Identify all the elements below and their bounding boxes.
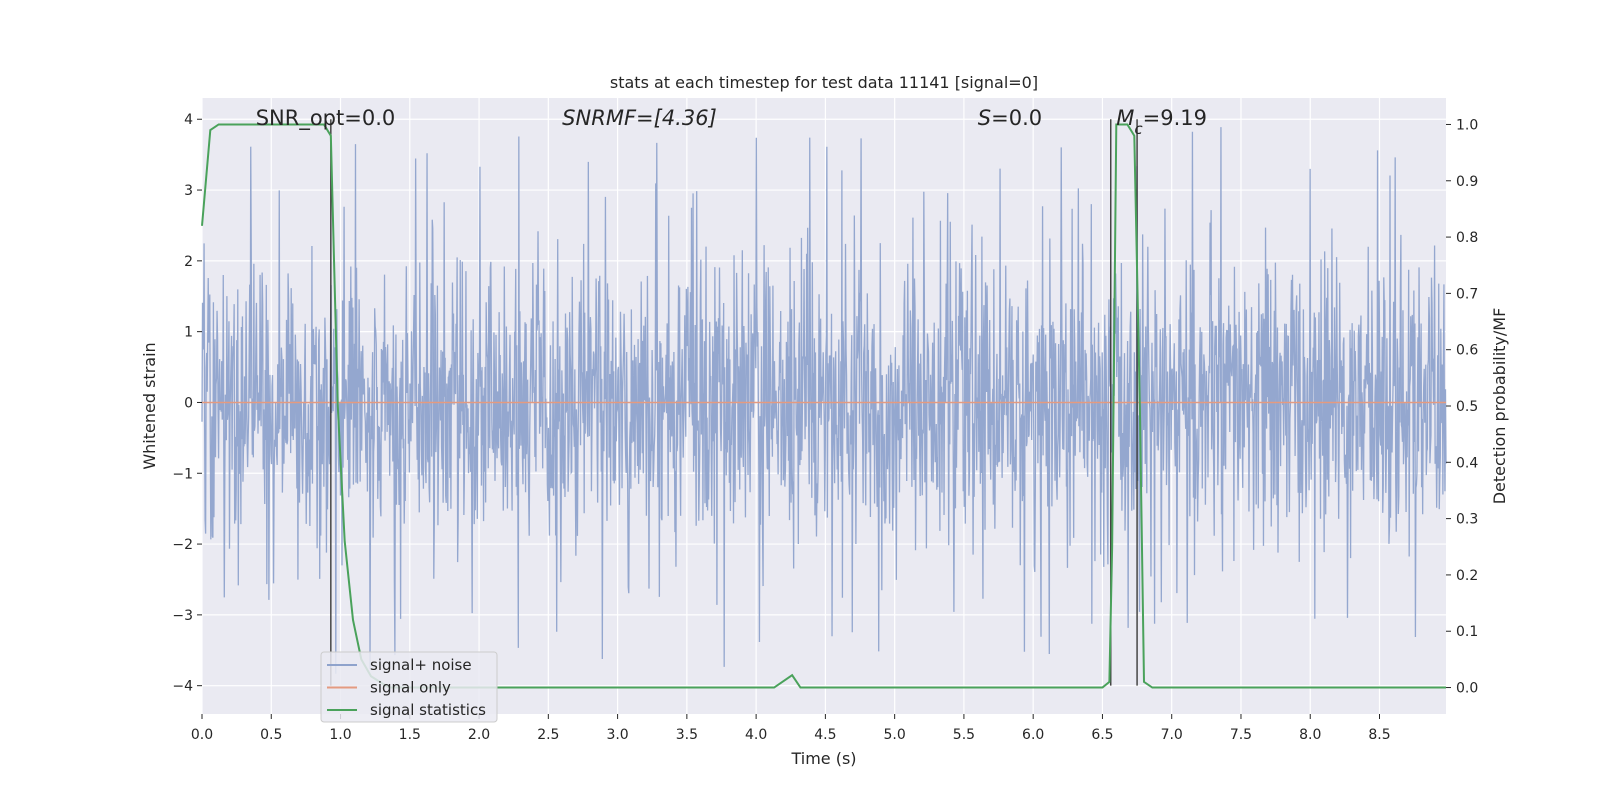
x-tick-label: 7.0	[1161, 727, 1183, 743]
y-axis-label-right: Detection probability/MF	[1490, 308, 1509, 505]
x-tick-label: 8.0	[1299, 727, 1321, 743]
x-tick-label: 1.0	[329, 727, 351, 743]
y-tick-label-left: −4	[172, 679, 193, 695]
annotation-snr-mf: SNRMF=[4.36]	[562, 106, 717, 130]
legend-label: signal statistics	[370, 701, 486, 719]
y-tick-label-left: −2	[172, 537, 193, 553]
legend-label: signal+ noise	[370, 656, 472, 674]
x-tick-label: 2.0	[468, 727, 490, 743]
x-tick-label: 6.5	[1091, 727, 1113, 743]
y-tick-label-left: 4	[184, 112, 193, 128]
y-tick-label-right: 0.2	[1456, 568, 1478, 584]
y-tick-label-right: 0.3	[1456, 512, 1478, 528]
y-tick-label-right: 0.6	[1456, 343, 1478, 359]
y-tick-label-right: 0.0	[1456, 681, 1478, 697]
x-tick-label: 0.5	[260, 727, 282, 743]
x-tick-label: 4.0	[745, 727, 767, 743]
y-tick-label-right: 0.4	[1456, 455, 1478, 471]
legend: signal+ noise signal only signal statistic…	[320, 651, 498, 723]
y-axis-label-left: Whitened strain	[140, 342, 159, 469]
y-tick-label-left: 2	[184, 254, 193, 270]
x-tick-label: 7.5	[1230, 727, 1252, 743]
y-tick-label-left: 1	[184, 325, 193, 341]
x-tick-label: 2.5	[537, 727, 559, 743]
annotation-snr-opt: SNR_opt=0.0	[256, 106, 396, 131]
y-tick-label-right: 1.0	[1456, 117, 1478, 133]
legend-label: signal only	[370, 679, 451, 697]
x-tick-label: 6.0	[1022, 727, 1044, 743]
series-signal-noise-line	[201, 127, 1447, 674]
y-tick-label-left: 0	[184, 395, 193, 411]
x-tick-label: 3.0	[606, 727, 628, 743]
x-tick-label: 0.0	[191, 727, 213, 743]
x-tick-label: 5.5	[953, 727, 975, 743]
y-tick-label-left: −1	[172, 466, 193, 482]
y-tick-label-right: 0.9	[1456, 174, 1478, 190]
y-tick-label-right: 0.1	[1456, 624, 1478, 640]
y-tick-label-right: 0.5	[1456, 399, 1478, 415]
legend-box	[320, 651, 498, 723]
x-tick-label: 1.5	[399, 727, 421, 743]
x-axis-label: Time (s)	[790, 749, 856, 768]
annotation-s: S=0.0	[978, 106, 1042, 130]
x-tick-label: 8.5	[1368, 727, 1390, 743]
chart-title: stats at each timestep for test data 111…	[610, 73, 1038, 92]
x-tick-label: 5.0	[884, 727, 906, 743]
series-signal-statistics-line	[201, 123, 1446, 689]
y-tick-label-left: −3	[172, 608, 193, 624]
y-tick-label-left: 3	[184, 183, 193, 199]
y-tick-label-right: 0.8	[1456, 230, 1478, 246]
x-tick-label: 4.5	[814, 727, 836, 743]
x-tick-label: 3.5	[676, 727, 698, 743]
y-tick-label-right: 0.7	[1456, 286, 1478, 302]
